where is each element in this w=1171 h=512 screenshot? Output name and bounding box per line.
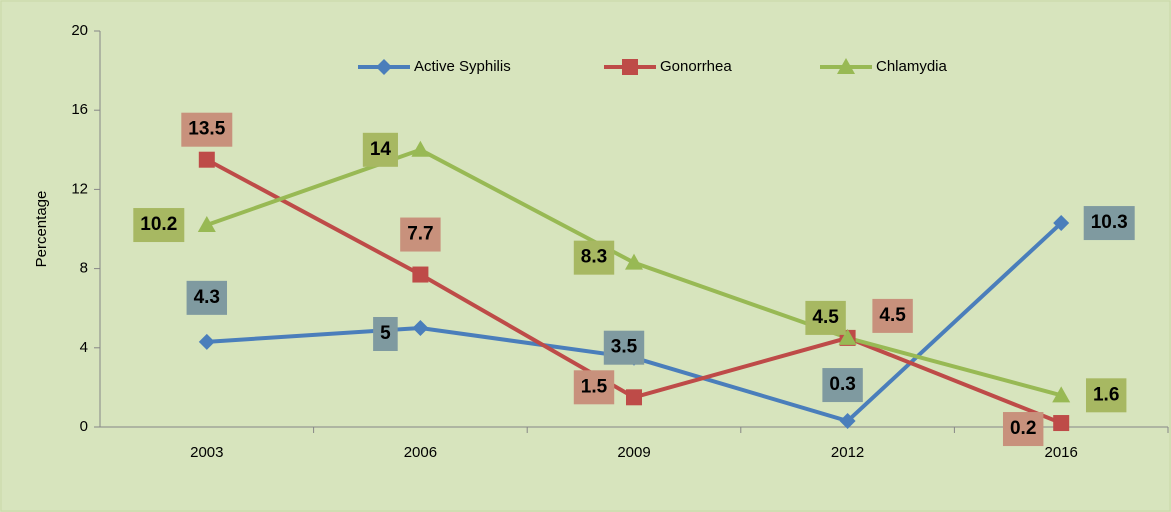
data-label: 3.5: [611, 337, 638, 358]
y-axis-label: Percentage: [33, 191, 50, 268]
data-label-box: [1083, 206, 1135, 241]
x-tick-label: 2012: [831, 444, 864, 461]
data-label-box: [805, 300, 846, 335]
y-tick-label: 0: [80, 418, 88, 435]
data-label: 7.7: [407, 224, 433, 245]
data-point: [1053, 415, 1070, 432]
data-point: [412, 320, 429, 336]
data-label-box: [400, 217, 441, 252]
data-label: 1.6: [1093, 384, 1119, 405]
data-point: [198, 333, 215, 350]
data-label-box: [573, 240, 615, 275]
data-label: 0.2: [1010, 418, 1036, 439]
data-label: 8.3: [581, 247, 607, 268]
legend-marker: [622, 59, 638, 75]
data-point: [839, 413, 856, 430]
data-label: 0.3: [829, 374, 855, 395]
data-label-box: [603, 330, 645, 365]
data-point: [625, 253, 643, 270]
legend-marker: [837, 58, 855, 74]
legend-marker: [376, 59, 392, 75]
data-point: [197, 216, 216, 233]
data-label: 10.3: [1091, 212, 1128, 233]
y-tick-label: 4: [80, 339, 88, 356]
x-tick-label: 2003: [190, 444, 223, 461]
x-tick-label: 2016: [1045, 444, 1078, 461]
data-label-box: [133, 208, 185, 243]
data-point: [838, 328, 857, 345]
data-label: 4.5: [812, 307, 839, 328]
data-label: 4.5: [879, 305, 906, 326]
data-label-box: [362, 132, 398, 167]
data-point: [412, 266, 429, 283]
x-tick-label: 2006: [404, 444, 437, 461]
y-tick-label: 8: [80, 260, 88, 277]
data-label-box: [872, 298, 913, 333]
data-point: [411, 140, 430, 157]
data-point: [626, 389, 642, 406]
legend-label: Gonorrhea: [660, 58, 732, 75]
data-label: 1.5: [581, 376, 608, 397]
y-tick-label: 12: [71, 180, 88, 197]
data-point: [198, 151, 215, 168]
data-label-box: [573, 370, 615, 405]
y-tick-label: 20: [71, 22, 88, 39]
data-label-box: [1002, 412, 1044, 447]
data-label-box: [181, 112, 233, 147]
data-label: 13.5: [188, 119, 225, 140]
data-point: [1052, 386, 1071, 403]
x-tick-label: 2009: [617, 444, 650, 461]
data-label-box: [186, 280, 228, 315]
data-label: 10.2: [140, 214, 177, 235]
legend-label: Chlamydia: [876, 58, 948, 75]
data-label: 14: [370, 139, 392, 160]
data-label-box: [1085, 378, 1127, 413]
data-label: 4.3: [194, 287, 220, 308]
data-label: 5: [380, 323, 391, 344]
data-point: [1053, 215, 1070, 232]
data-label-box: [373, 317, 398, 351]
y-tick-label: 16: [71, 101, 88, 118]
data-label-box: [822, 368, 863, 403]
legend-label: Active Syphilis: [414, 58, 511, 75]
